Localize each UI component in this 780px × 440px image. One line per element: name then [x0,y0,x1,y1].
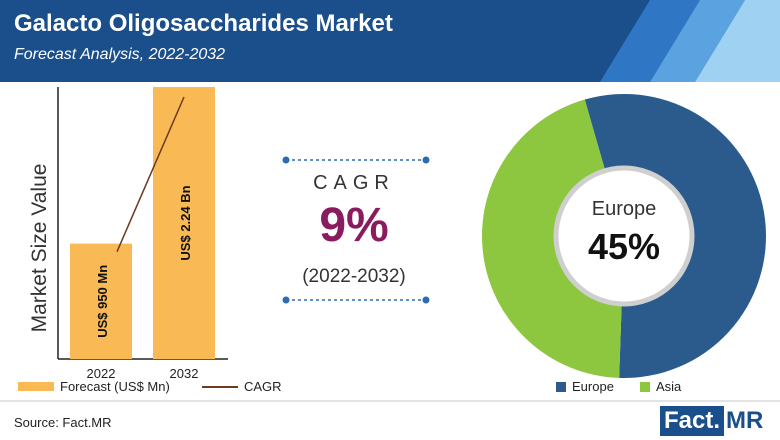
source-text: Source: Fact.MR [14,415,112,430]
cagr-separator-bottom [282,296,430,304]
legend-forecast-label: Forecast (US$ Mn) [60,379,170,394]
legend-asia-swatch [640,381,650,392]
bar-value-label: US$ 2.24 Bn [178,185,193,260]
page-title: Galacto Oligosaccharides Market [14,10,393,37]
banner-stripe-1 [600,0,700,82]
cagr-period: (2022-2032) [302,266,406,287]
legend-cagr-swatch [202,385,238,388]
banner-background [0,0,780,82]
cagr-trend-line [116,96,185,252]
legend-asia-label: Asia [656,379,682,394]
donut-center-region: Europe [591,198,657,220]
bar-value-label: US$ 950 Mn [95,265,110,338]
footer-divider [0,400,780,402]
legend-europe: Europe [556,379,614,394]
legend-europe-label: Europe [572,379,614,394]
legend-cagr: CAGR [202,379,282,394]
bar-2032 [153,87,215,359]
donut-slice-asia [481,99,624,378]
x-tick-label: 2032 [170,366,199,381]
page-subtitle: Forecast Analysis, 2022-2032 [14,46,226,63]
donut-chart [481,94,766,379]
legend-europe-swatch [556,381,566,392]
legend-forecast: Forecast (US$ Mn) [18,379,170,394]
factmr-logo: Fact. MR [660,406,763,436]
cagr-label: CAGR [313,172,395,194]
banner-stripe-2 [650,0,745,82]
logo-mr-text: MR [726,407,764,434]
banner-stripe-3 [695,0,780,82]
cagr-value: 9% [319,199,389,252]
y-axis-label: Market Size Value [28,164,51,333]
legend-forecast-swatch [18,382,54,391]
bar-2022 [70,243,132,359]
header-banner: Galacto Oligosaccharides Market Forecast… [0,0,780,82]
donut-center [553,165,695,307]
x-tick-label: 2022 [87,366,116,381]
legend-cagr-label: CAGR [244,379,282,394]
donut-center-value: 45% [587,226,661,267]
cagr-separator-top [282,156,430,164]
legend-asia: Asia [640,379,681,394]
logo-fact-text: Fact. [660,406,725,436]
